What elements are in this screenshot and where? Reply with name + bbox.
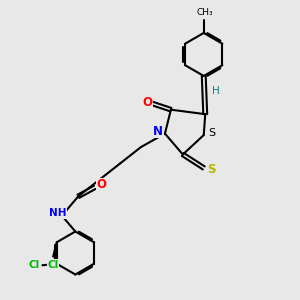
Text: N: N	[153, 125, 164, 138]
Text: S: S	[207, 163, 215, 176]
Text: Cl: Cl	[47, 260, 59, 270]
Text: S: S	[208, 128, 216, 138]
Text: H: H	[212, 85, 220, 96]
Text: NH: NH	[49, 208, 66, 218]
Text: O: O	[142, 96, 152, 109]
Text: O: O	[96, 178, 106, 191]
Text: Cl: Cl	[28, 260, 40, 270]
Text: CH₃: CH₃	[197, 8, 214, 17]
